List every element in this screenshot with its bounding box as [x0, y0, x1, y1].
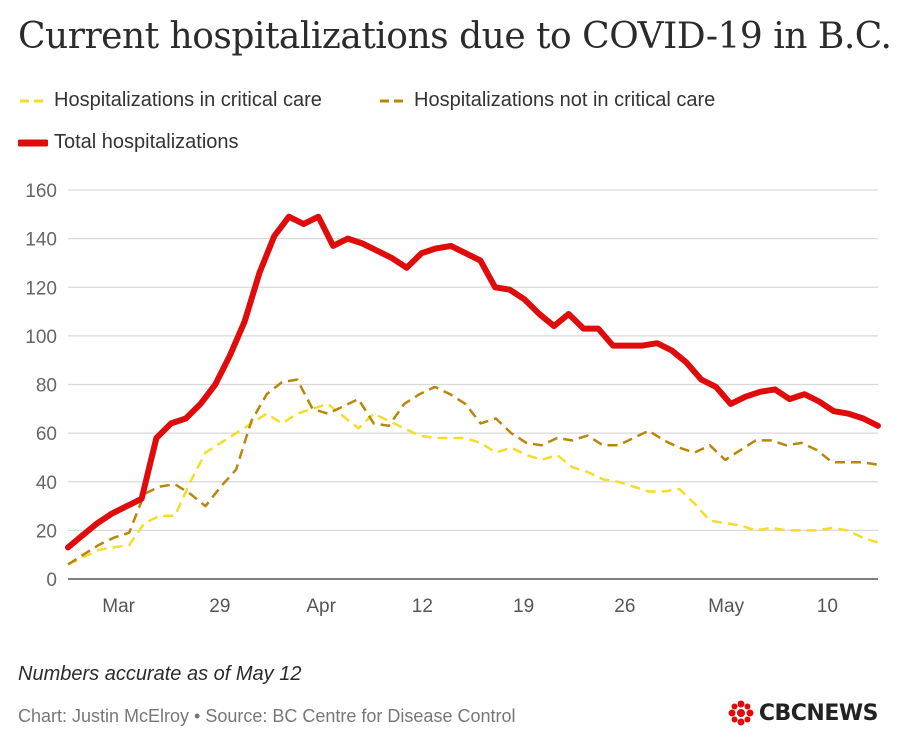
y-tick-label: 0 — [46, 570, 57, 591]
brand-text: CBCNEWS — [758, 700, 879, 726]
y-tick-label: 40 — [36, 473, 57, 494]
legend-label-not-critical: Hospitalizations not in critical care — [414, 89, 716, 111]
legend-label-total: Total hospitalizations — [54, 131, 239, 153]
legend-swatch-total — [18, 139, 48, 146]
legend-label-critical: Hospitalizations in critical care — [54, 89, 322, 111]
x-tick-label: Mar — [102, 596, 135, 617]
series-line-critical — [67, 402, 879, 566]
y-tick-label: 60 — [36, 424, 57, 445]
legend-item-critical: Hospitalizations in critical care — [18, 89, 322, 112]
y-tick-label: 140 — [25, 230, 57, 251]
x-tick-label: 26 — [614, 596, 635, 617]
series-line-total — [65, 213, 881, 551]
chart-title: Current hospitalizations due to COVID-19… — [18, 16, 892, 57]
x-tick-label: 29 — [209, 596, 230, 617]
accuracy-note: Numbers accurate as of May 12 — [18, 663, 302, 685]
y-tick-label: 20 — [36, 521, 57, 542]
chart-credit: Chart: Justin McElroy • Source: BC Centr… — [18, 706, 516, 726]
legend-item-not-critical: Hospitalizations not in critical care — [378, 89, 715, 112]
x-tick-label: May — [708, 596, 744, 617]
x-tick-label: 19 — [513, 596, 534, 617]
legend-item-total: Total hospitalizations — [18, 131, 239, 154]
line-chart: 0 20 40 60 80 100 120 140 160 Mar 29 Apr 12 19 26 May 10 — [25, 181, 881, 617]
y-tick-label: 80 — [36, 376, 57, 397]
x-tick-label: Apr — [306, 596, 336, 617]
cbc-gem-icon — [728, 700, 754, 726]
x-tick-label: 10 — [817, 596, 838, 617]
y-tick-label: 120 — [25, 278, 57, 299]
x-tick-label: 12 — [412, 596, 433, 617]
y-tick-label: 160 — [25, 181, 57, 202]
brand-logo: CBCNEWS — [727, 700, 879, 726]
series-line-not-critical — [67, 378, 879, 566]
legend-swatch-critical — [20, 99, 46, 102]
y-tick-label: 100 — [25, 327, 57, 348]
legend-swatch-not-critical — [380, 99, 406, 102]
